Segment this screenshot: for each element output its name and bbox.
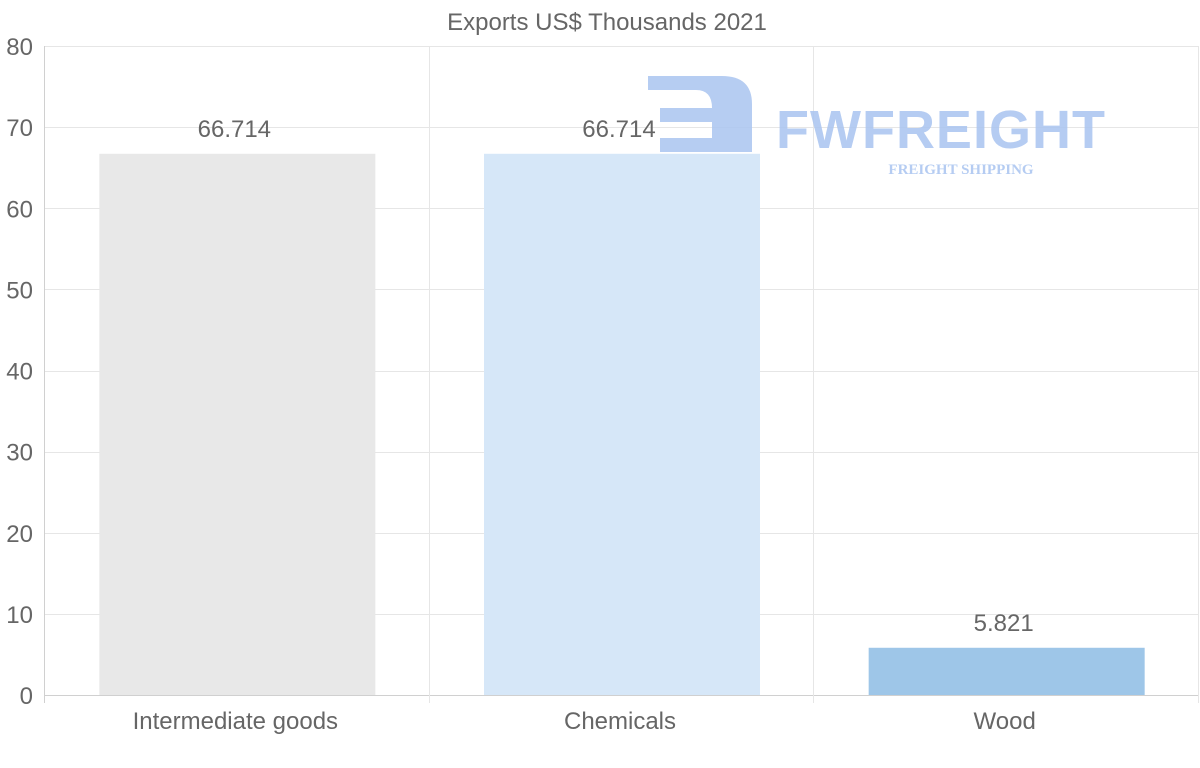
watermark: FWFREIGHT FREIGHT SHIPPING (648, 76, 1106, 178)
y-tick-label: 40 (6, 359, 33, 386)
fwfreight-logo-icon (648, 76, 752, 152)
data-label: 66.714 (198, 116, 271, 143)
y-tick-label: 80 (6, 34, 33, 61)
bars (99, 153, 1145, 696)
y-tick-label: 60 (6, 196, 33, 223)
watermark-tagline: FREIGHT SHIPPING (888, 162, 1033, 178)
y-tick-label: 10 (6, 602, 33, 629)
data-label: 5.821 (974, 610, 1034, 637)
y-tick-label: 30 (6, 440, 33, 467)
bar (868, 647, 1145, 695)
y-tick-label: 50 (6, 277, 33, 304)
chart-title: Exports US$ Thousands 2021 (447, 9, 767, 36)
watermark-brand: FWFREIGHT (776, 100, 1106, 160)
data-labels: 66.714 Intermediate goods 66.714 Chemicals 5… (133, 116, 1036, 735)
bar (484, 153, 760, 696)
x-tick-label: Intermediate goods (133, 708, 338, 735)
y-tick-label: 20 (6, 521, 33, 548)
x-tick-label: Chemicals (564, 708, 676, 735)
x-tick-label: Wood (974, 708, 1036, 735)
data-label: 66.714 (582, 116, 655, 143)
bar (99, 153, 376, 696)
y-tick-label: 0 (20, 683, 33, 710)
y-tick-label: 70 (6, 115, 33, 142)
